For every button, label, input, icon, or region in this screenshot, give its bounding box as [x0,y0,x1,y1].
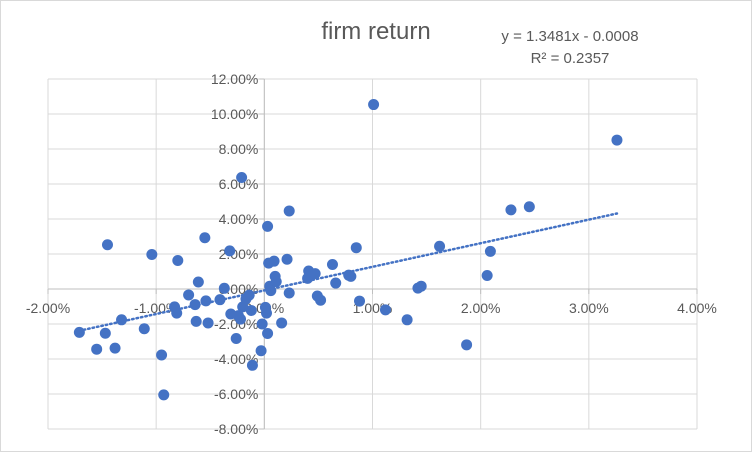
data-point [283,205,295,217]
data-point [235,313,247,325]
data-point [138,323,150,335]
data-point [611,134,623,146]
data-point [246,359,258,371]
x-tick-label: 2.00% [461,300,501,316]
trendline [78,212,619,332]
chart-title-text: firm return [321,18,431,45]
trendline-label: y = 1.3481x - 0.0008 R² = 0.2357 [460,26,680,70]
data-point [199,232,211,244]
y-tick-label: -6.00% [214,386,258,402]
data-point [368,99,380,111]
data-point [434,240,446,252]
data-point [270,276,282,288]
y-tick-label: 12.00% [211,71,258,87]
data-point [91,343,103,355]
data-point [401,314,413,326]
y-tick-label: 4.00% [219,211,259,227]
data-point [236,172,248,184]
x-tick-label: -2.00% [26,300,70,316]
trendline-r-squared: R² = 0.2357 [530,50,610,67]
data-point [481,270,493,282]
data-point [190,315,202,327]
data-point [281,253,293,265]
data-point [276,317,288,329]
data-point [283,287,295,299]
data-point [326,259,338,270]
y-tick-label: -4.00% [214,351,258,367]
data-point [461,339,473,351]
data-point [315,294,327,306]
data-point [255,345,267,357]
data-point [183,289,195,301]
data-point [354,295,366,307]
x-tick-label: 3.00% [569,300,609,316]
chart-title: firm return [0,18,752,46]
data-point [309,268,321,280]
data-point [101,239,113,251]
data-point [172,254,184,266]
data-point [99,327,111,339]
data-point [505,204,517,216]
data-point [156,349,168,361]
data-point [415,280,427,292]
data-point [192,276,204,288]
data-point [262,327,274,339]
data-point [109,342,121,354]
data-point [73,326,85,338]
y-tick-label: -2.00% [214,316,258,332]
data-point [330,277,342,289]
y-tick-label: 2.00% [219,246,259,262]
y-tick-label: 10.00% [211,106,258,122]
data-point [224,245,236,257]
data-point [523,201,535,213]
x-tick-label: 4.00% [677,300,717,316]
data-point [243,289,255,301]
data-point [345,270,357,282]
data-point [262,220,274,232]
y-tick-label: -8.00% [214,421,258,437]
data-point [202,317,214,329]
y-tick-label: 6.00% [219,176,259,192]
data-point [484,245,496,257]
y-tick-label: 8.00% [219,141,259,157]
data-point [350,242,362,254]
data-point [146,249,158,261]
data-point [218,282,230,294]
data-point [260,307,272,319]
data-point [379,304,391,316]
data-point [245,305,257,317]
trendline-equation: y = 1.3481x - 0.0008 [501,28,639,45]
data-point [158,389,170,401]
data-point [268,255,280,267]
data-point [230,333,242,345]
data-point [256,318,268,330]
